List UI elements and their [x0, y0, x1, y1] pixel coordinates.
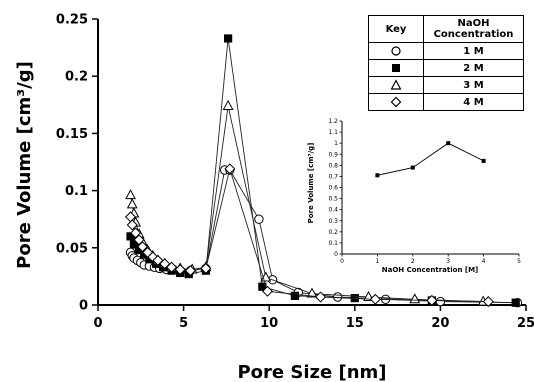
data-point	[184, 265, 196, 277]
inset-y-tick-label: 0.3	[328, 218, 338, 225]
inset-y-tick-label: 0.4	[328, 207, 338, 214]
main-x-tick-label: 15	[346, 316, 364, 331]
series-4-m	[125, 163, 494, 308]
legend-label: 3 M	[423, 76, 524, 94]
main-x-tick-label: 20	[431, 316, 449, 331]
data-point	[166, 261, 178, 273]
inset-x-tick-label: 1	[375, 258, 379, 265]
legend-header-key: Key	[368, 15, 424, 43]
data-point	[137, 241, 149, 253]
inset-data-point	[375, 173, 380, 178]
data-point	[511, 298, 520, 307]
inset-x-tick-label: 4	[482, 258, 486, 265]
data-point	[254, 214, 264, 224]
legend-label: 1 M	[423, 42, 524, 60]
data-point	[125, 189, 136, 200]
inset-y-tick-label: 0.9	[328, 151, 338, 158]
data-point	[222, 99, 234, 110]
inset-y-tick-label: 1.1	[328, 129, 338, 136]
main-x-tick-label: 10	[260, 316, 278, 331]
inset-y-tick-label: 0	[334, 251, 338, 258]
main-x-tick-label: 5	[179, 316, 188, 331]
inset-x-tick-label: 2	[411, 258, 415, 265]
data-point	[224, 163, 236, 175]
data-point	[315, 291, 327, 303]
inset-data-point	[481, 158, 486, 163]
data-point	[426, 294, 438, 306]
main-y-tick-label: 0.15	[56, 127, 88, 142]
legend-label: 4 M	[423, 93, 524, 111]
triangle-marker-icon	[390, 78, 402, 91]
inset-y-tick-label: 0.6	[328, 185, 338, 192]
inset-plot: Pore Volume [cm³/g] NaOH Concentration […	[307, 118, 521, 274]
data-point	[174, 264, 186, 276]
square-marker-icon	[390, 62, 402, 74]
data-point	[435, 296, 446, 307]
main-y-tick-label: 0.2	[65, 70, 88, 85]
inset-y-tick-label: 0.1	[328, 240, 338, 247]
legend-label: 2 M	[423, 59, 524, 77]
inset-y-tick-label: 0.2	[328, 229, 338, 236]
legend-row: 4 M	[368, 93, 524, 111]
main-x-tick-label: 0	[93, 316, 102, 331]
inset-x-axis-title: NaOH Concentration [M]	[382, 266, 479, 274]
main-y-tick-label: 0.05	[56, 241, 88, 256]
data-point	[152, 254, 164, 266]
main-y-tick-label: 0.25	[56, 13, 88, 28]
series-1-m	[125, 165, 523, 308]
data-point	[482, 296, 494, 308]
data-point	[261, 285, 273, 297]
data-point	[126, 198, 138, 209]
inset-x-tick-label: 0	[340, 258, 344, 265]
main-x-axis-title: Pore Size [nm]	[237, 362, 386, 382]
data-point	[126, 219, 138, 231]
legend-row: 3 M	[368, 76, 524, 94]
data-point	[409, 293, 421, 304]
inset-x-tick-label: 3	[446, 258, 450, 265]
inset-y-tick-label: 1.2	[328, 118, 338, 125]
legend-header-concentration: NaOH Concentration	[423, 15, 524, 43]
main-x-tick-label: 25	[517, 316, 534, 331]
diamond-marker-icon	[390, 96, 402, 108]
data-point	[129, 240, 139, 249]
main-y-tick-label: 0.1	[65, 184, 88, 199]
legend-table: Key NaOH Concentration 1 M 2 M 3 M 4 M	[368, 15, 524, 111]
data-point	[369, 293, 381, 305]
data-point	[200, 262, 212, 274]
legend-row: 2 M	[368, 59, 524, 77]
inset-y-tick-label: 0.8	[328, 162, 338, 169]
circle-marker-icon	[390, 45, 402, 57]
data-point	[224, 34, 233, 43]
inset-y-tick-label: 0.5	[328, 196, 338, 203]
legend-row: 1 M	[368, 42, 524, 60]
inset-data-point	[410, 165, 415, 170]
data-point	[306, 287, 318, 298]
main-y-axis-title: Pore Volume [cm³/g]	[14, 61, 35, 269]
inset-y-tick-label: 1	[334, 140, 338, 147]
inset-y-axis-title: Pore Volume [cm³/g]	[307, 143, 315, 224]
series-line	[130, 169, 518, 304]
inset-y-tick-label: 0.7	[328, 173, 338, 180]
main-y-tick-label: 0	[79, 299, 88, 314]
data-point	[147, 251, 159, 263]
inset-data-point	[446, 141, 451, 146]
inset-series-line	[377, 142, 484, 176]
inset-x-tick-label: 5	[517, 258, 521, 265]
data-point	[290, 291, 299, 300]
main-plot: Pore Volume [cm³/g] Pore Size [nm] 0 0.05…	[14, 13, 534, 382]
